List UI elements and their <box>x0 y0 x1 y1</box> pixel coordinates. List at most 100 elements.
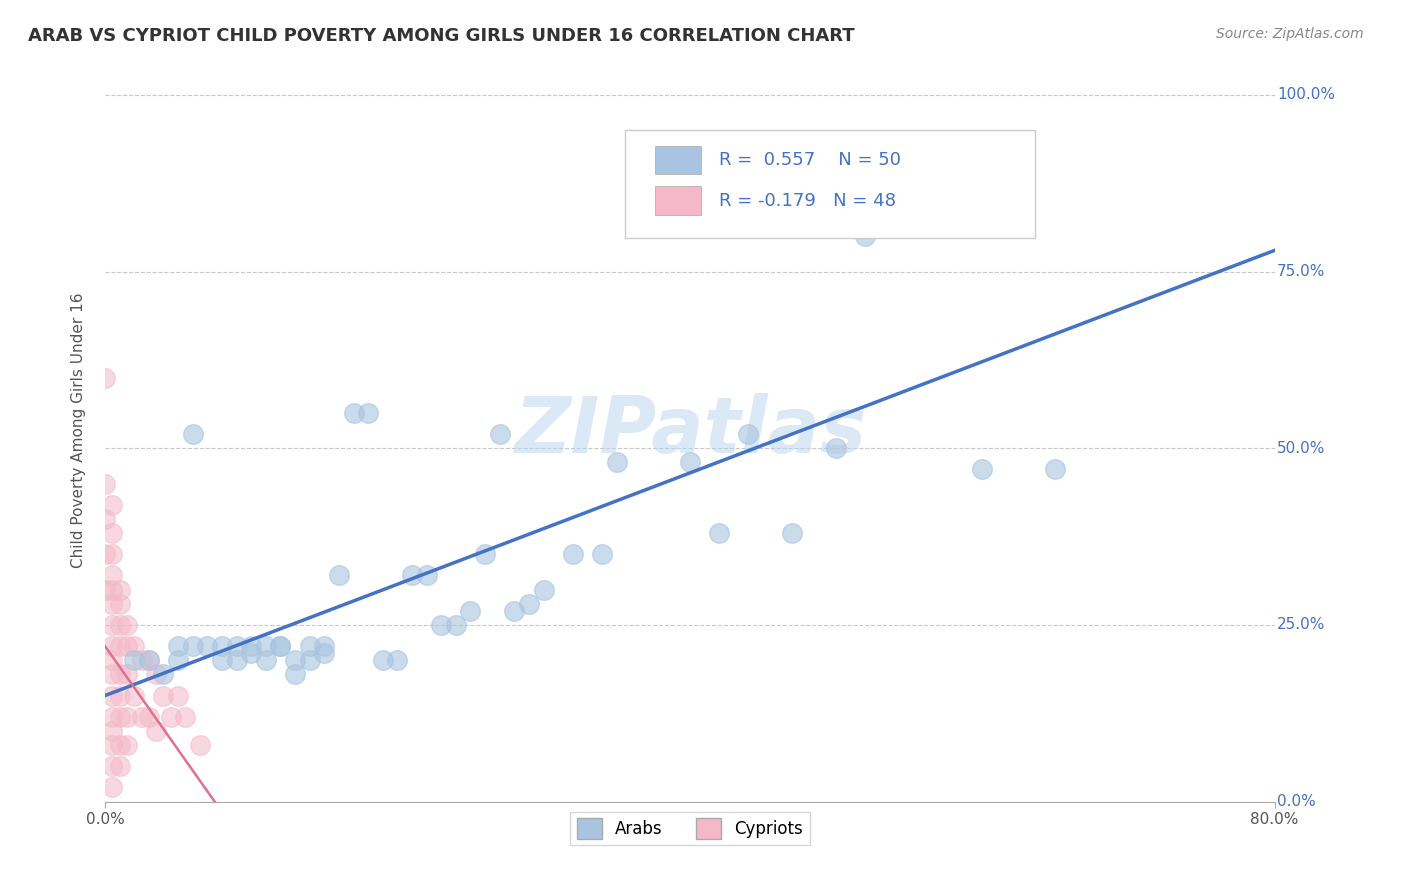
Point <box>284 667 307 681</box>
Point <box>108 597 131 611</box>
Point <box>314 646 336 660</box>
Point <box>108 618 131 632</box>
Point <box>101 780 124 795</box>
Point <box>115 710 138 724</box>
Text: 75.0%: 75.0% <box>1277 264 1326 279</box>
Point <box>254 653 277 667</box>
Text: 100.0%: 100.0% <box>1277 87 1334 103</box>
Point <box>371 653 394 667</box>
Point <box>122 689 145 703</box>
Point <box>122 639 145 653</box>
Text: Source: ZipAtlas.com: Source: ZipAtlas.com <box>1216 27 1364 41</box>
Text: R = -0.179   N = 48: R = -0.179 N = 48 <box>718 192 896 210</box>
FancyBboxPatch shape <box>655 145 702 174</box>
Point <box>328 568 350 582</box>
Point <box>357 406 380 420</box>
Point <box>152 689 174 703</box>
Point <box>131 710 153 724</box>
Y-axis label: Child Poverty Among Girls Under 16: Child Poverty Among Girls Under 16 <box>72 293 86 568</box>
Point <box>679 455 702 469</box>
Point <box>101 653 124 667</box>
Point <box>225 639 247 653</box>
Point <box>460 604 482 618</box>
Point <box>108 759 131 773</box>
Point <box>737 427 759 442</box>
Point <box>94 512 117 526</box>
Text: 25.0%: 25.0% <box>1277 617 1326 632</box>
FancyBboxPatch shape <box>626 130 1035 237</box>
Point <box>430 618 453 632</box>
Point <box>108 582 131 597</box>
Point <box>115 618 138 632</box>
Point <box>314 639 336 653</box>
Point <box>101 582 124 597</box>
Point <box>415 568 437 582</box>
Point <box>401 568 423 582</box>
Point <box>825 442 848 456</box>
Point <box>181 639 204 653</box>
Point <box>152 667 174 681</box>
Point <box>101 759 124 773</box>
Point <box>101 710 124 724</box>
Point <box>101 498 124 512</box>
Point <box>167 689 190 703</box>
Point <box>159 710 181 724</box>
Text: 50.0%: 50.0% <box>1277 441 1326 456</box>
Point <box>707 526 730 541</box>
Point <box>174 710 197 724</box>
FancyBboxPatch shape <box>655 186 702 215</box>
Point <box>101 639 124 653</box>
Text: 0.0%: 0.0% <box>1277 794 1316 809</box>
Point <box>138 653 160 667</box>
Point <box>94 476 117 491</box>
Point <box>108 738 131 752</box>
Point <box>122 653 145 667</box>
Point <box>115 667 138 681</box>
Point <box>101 597 124 611</box>
Point <box>167 653 190 667</box>
Point <box>533 582 555 597</box>
Point <box>853 229 876 244</box>
Point <box>269 639 291 653</box>
Text: ARAB VS CYPRIOT CHILD POVERTY AMONG GIRLS UNDER 16 CORRELATION CHART: ARAB VS CYPRIOT CHILD POVERTY AMONG GIRL… <box>28 27 855 45</box>
Point <box>298 639 321 653</box>
Point <box>108 667 131 681</box>
Point <box>503 604 526 618</box>
Point <box>195 639 218 653</box>
Point <box>94 582 117 597</box>
Point <box>101 689 124 703</box>
Point <box>138 710 160 724</box>
Point <box>94 370 117 384</box>
Point <box>342 406 364 420</box>
Legend: Arabs, Cypriots: Arabs, Cypriots <box>569 812 810 846</box>
Point <box>517 597 540 611</box>
Text: R =  0.557    N = 50: R = 0.557 N = 50 <box>718 151 901 169</box>
Point <box>298 653 321 667</box>
Point <box>115 639 138 653</box>
Point <box>188 738 211 752</box>
Point <box>211 639 233 653</box>
Point <box>101 723 124 738</box>
Point <box>94 547 117 561</box>
Point <box>145 723 167 738</box>
Text: ZIPatlas: ZIPatlas <box>513 392 866 468</box>
Point <box>145 667 167 681</box>
Point <box>1045 462 1067 476</box>
Point <box>131 653 153 667</box>
Point <box>240 639 263 653</box>
Point <box>138 653 160 667</box>
Point <box>284 653 307 667</box>
Point <box>269 639 291 653</box>
Point <box>108 689 131 703</box>
Point <box>591 547 613 561</box>
Point <box>488 427 510 442</box>
Point <box>101 738 124 752</box>
Point <box>780 526 803 541</box>
Point <box>387 653 409 667</box>
Point <box>561 547 583 561</box>
Point <box>972 462 994 476</box>
Point <box>167 639 190 653</box>
Point <box>474 547 496 561</box>
Point <box>115 738 138 752</box>
Point <box>108 710 131 724</box>
